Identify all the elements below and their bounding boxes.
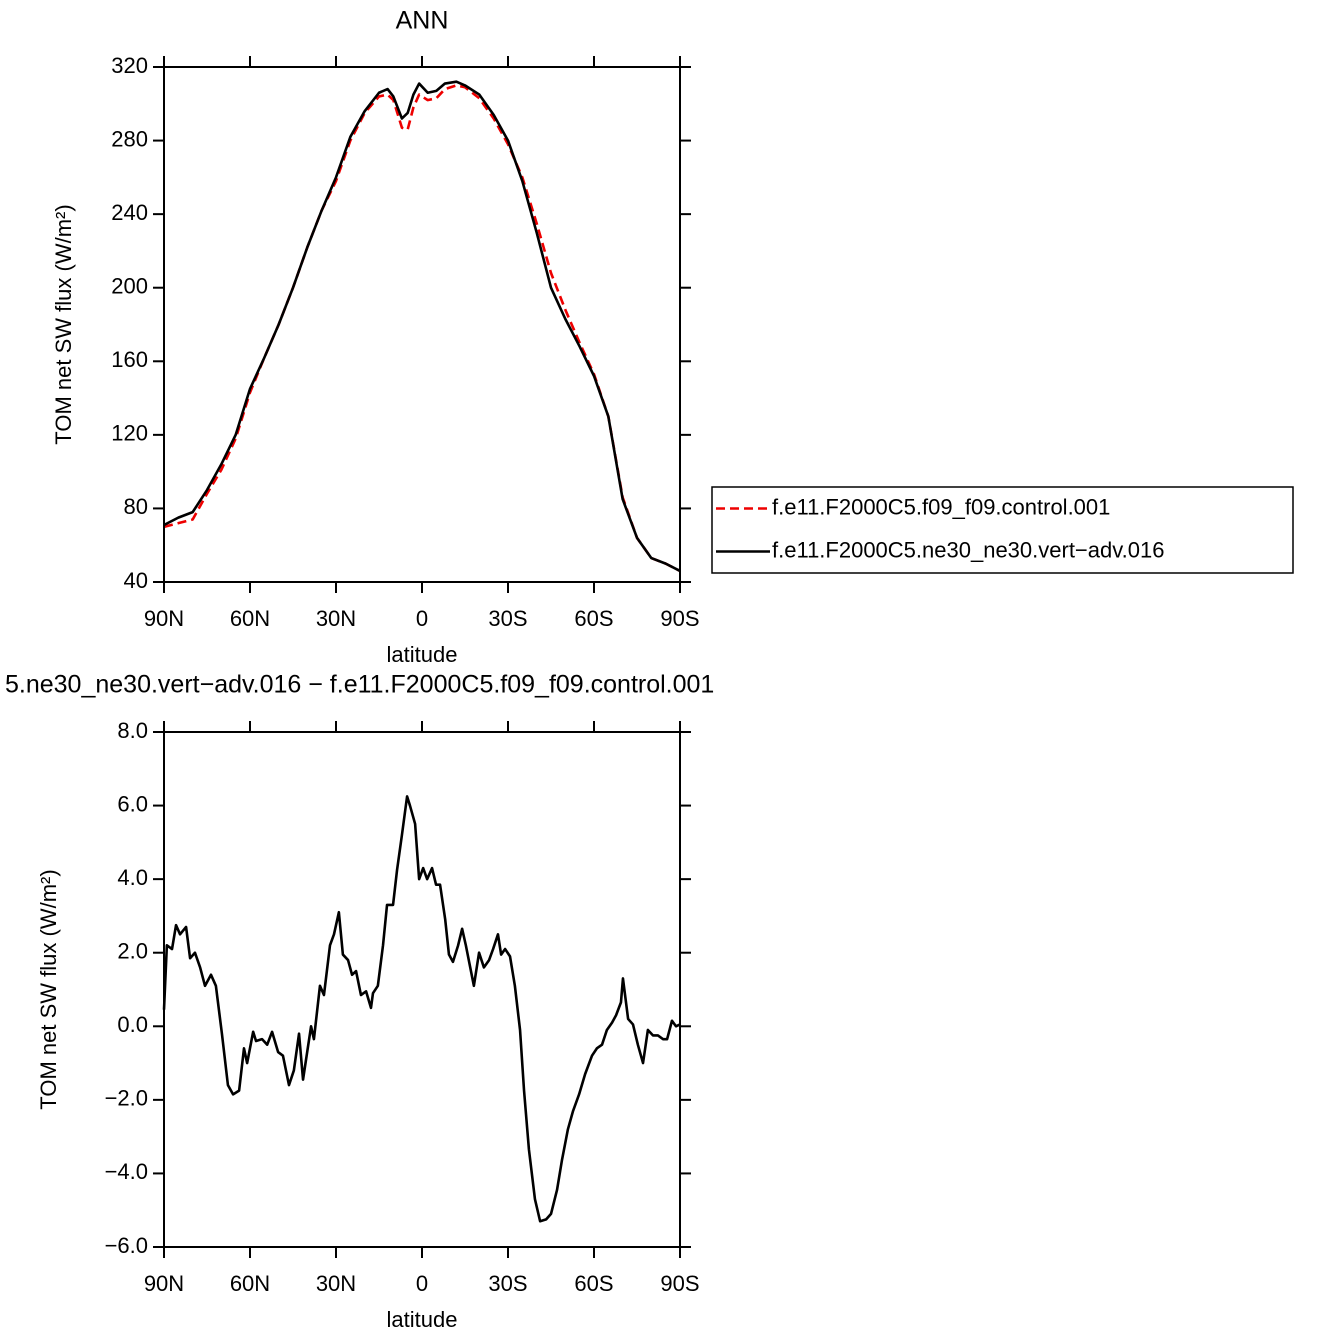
y-tick-label: 320 [111,53,148,78]
y-tick-label: 200 [111,274,148,299]
legend-box [711,486,1294,574]
y-tick-label: 4.0 [117,865,148,890]
y-tick-label: −2.0 [105,1086,148,1111]
legend-label: f.e11.F2000C5.ne30_ne30.vert−adv.016 [772,537,1164,562]
x-axis-label: latitude [387,642,458,667]
x-tick-label: 0 [416,1271,428,1296]
data-line [163,80,681,573]
x-tick-label: 60S [574,1271,613,1296]
x-tick-label: 0 [416,606,428,631]
y-axis-label: TOM net SW flux (W/m²) [36,869,61,1109]
data-line [162,795,681,1223]
plot-frame [163,731,681,1248]
y-tick-label: −6.0 [105,1233,148,1258]
y-tick-label: 0.0 [117,1012,148,1037]
y-tick-label: 280 [111,126,148,151]
x-axis-label: latitude [387,1307,458,1332]
data-line [163,84,681,573]
x-tick-label: 30S [488,606,527,631]
x-tick-label: 60N [230,606,270,631]
x-tick-label: 30N [316,606,356,631]
y-tick-label: 2.0 [117,939,148,964]
y-tick-label: 80 [124,494,148,519]
chart-title: ANN [396,7,449,35]
y-tick-label: 6.0 [117,791,148,816]
x-tick-label: 60N [230,1271,270,1296]
legend-label: f.e11.F2000C5.f09_f09.control.001 [772,494,1110,519]
y-tick-label: 160 [111,347,148,372]
x-tick-label: 90S [660,1271,699,1296]
y-tick-label: 40 [124,568,148,593]
x-tick-label: 30S [488,1271,527,1296]
y-tick-label: 8.0 [117,718,148,743]
x-tick-label: 90N [144,1271,184,1296]
chart-title: 5.ne30_ne30.vert−adv.016 − f.e11.F2000C5… [5,671,714,699]
x-tick-label: 30N [316,1271,356,1296]
x-tick-label: 90S [660,606,699,631]
plot-frame [163,66,681,583]
y-axis-label: TOM net SW flux (W/m²) [51,204,76,444]
x-tick-label: 60S [574,606,613,631]
x-tick-label: 90N [144,606,184,631]
y-tick-label: 240 [111,200,148,225]
y-tick-label: 120 [111,421,148,446]
y-tick-label: −4.0 [105,1159,148,1184]
